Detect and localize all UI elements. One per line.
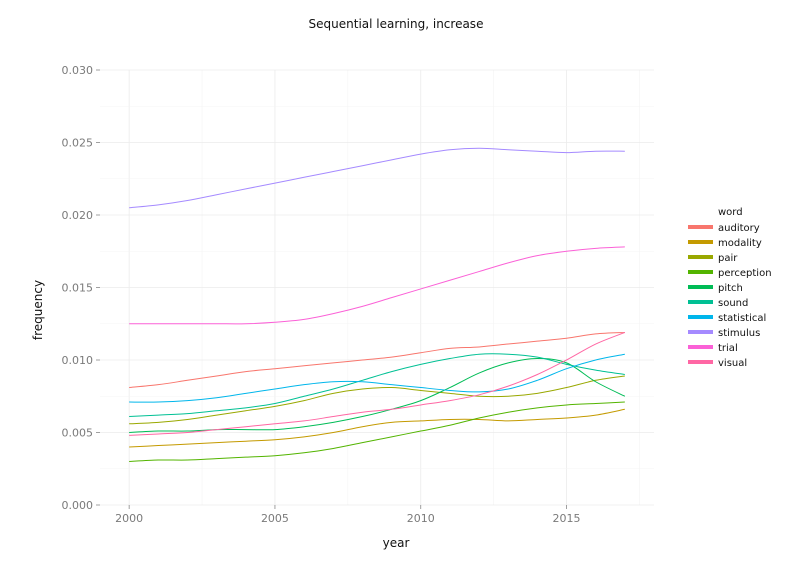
series-line-stimulus [129,147,625,209]
legend-key-sound [688,300,713,304]
legend-key-pitch [688,285,713,289]
series-line-visual [129,331,626,436]
legend-label-statistical: statistical [718,313,766,324]
y-tick-label: 0.025 [62,137,94,150]
series-lines [129,147,626,462]
x-tick-label: 2000 [115,512,143,525]
legend: word auditory modality pair perception pitch… [688,207,772,369]
series-line-perception [129,401,625,462]
series-line-sound [129,353,625,418]
legend-label-sound: sound [718,298,748,309]
legend-title: word [718,207,743,218]
y-tick-label: 0.015 [62,282,94,295]
legend-key-modality [688,240,713,244]
legend-key-trial [688,345,713,349]
x-tick-label: 2010 [407,512,435,525]
legend-label-stimulus: stimulus [718,328,760,339]
series-line-auditory [129,331,625,389]
legend-label-pitch: pitch [718,283,743,294]
series-line-statistical [129,353,625,403]
series-line-pitch [129,358,626,433]
series-line-modality [129,408,625,448]
series-line-pair [129,375,625,425]
y-tick-label: 0.000 [62,499,94,512]
legend-label-trial: trial [718,343,738,354]
legend-label-auditory: auditory [718,223,760,234]
legend-key-visual [688,360,713,364]
legend-label-perception: perception [718,268,772,279]
y-tick-label: 0.005 [62,427,94,440]
y-axis-title: frequency [31,280,45,340]
legend-label-visual: visual [718,358,747,369]
y-tick-label: 0.020 [62,209,94,222]
legend-key-perception [688,270,713,274]
y-tick-label: 0.010 [62,354,94,367]
legend-label-pair: pair [718,253,738,264]
legend-key-stimulus [688,330,713,334]
legend-label-modality: modality [718,238,762,249]
legend-key-auditory [688,225,713,229]
x-axis-title: year [383,536,410,550]
chart-title: Sequential learning, increase [309,17,484,31]
x-tick-label: 2005 [261,512,289,525]
y-tick-label: 0.030 [62,64,94,77]
axes: 0.000 0.005 0.010 0.015 0.020 0.025 0.030 2000 2… [62,64,581,525]
legend-key-statistical [688,315,713,319]
series-line-trial [129,246,625,325]
legend-key-pair [688,255,713,259]
x-tick-label: 2015 [553,512,581,525]
